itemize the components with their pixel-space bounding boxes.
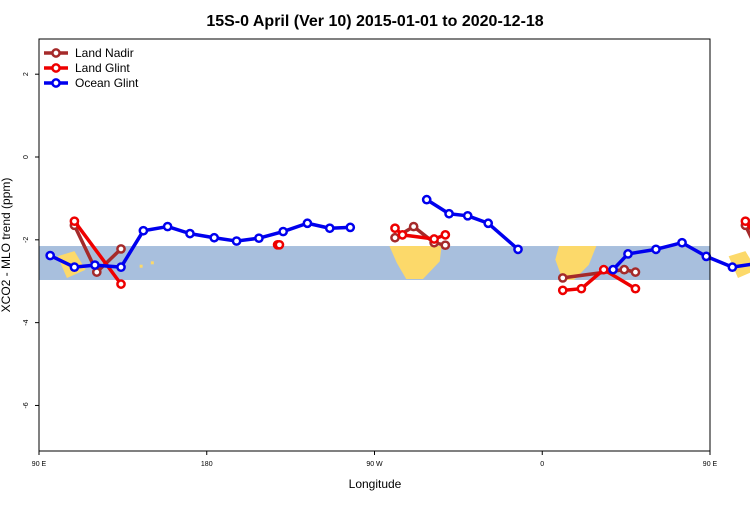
x-tick-label: 180	[201, 461, 213, 468]
data-point	[116, 244, 126, 254]
data-point	[209, 232, 220, 243]
data-point	[619, 264, 630, 275]
data-point	[69, 216, 80, 227]
land-mass	[555, 246, 597, 280]
legend-entry: Ocean Glint	[75, 76, 139, 90]
x-tick-label: 90 W	[366, 461, 383, 468]
series-layer	[45, 194, 750, 296]
data-point	[623, 249, 633, 259]
data-point	[254, 233, 264, 244]
data-point	[116, 262, 126, 273]
data-point	[116, 279, 126, 289]
data-point	[45, 250, 56, 261]
data-point	[421, 194, 432, 205]
data-point	[162, 221, 173, 232]
axis-ticks: 90 E 180 90 W 0 90 E 2 0 -2 -4 -6	[23, 72, 718, 468]
data-point	[69, 262, 80, 273]
data-point	[727, 262, 738, 273]
y-tick-label: 2	[23, 72, 30, 76]
data-point	[462, 210, 473, 221]
data-point	[90, 260, 100, 270]
series-line	[393, 226, 446, 241]
data-point	[138, 225, 149, 236]
data-point	[231, 236, 242, 246]
plot-area	[39, 39, 710, 451]
data-point	[651, 244, 661, 255]
data-point	[557, 273, 568, 283]
data-point	[444, 208, 454, 219]
data-point	[630, 283, 641, 294]
data-point	[390, 223, 400, 234]
island	[150, 261, 154, 265]
land-mass	[389, 246, 442, 279]
data-point	[390, 232, 400, 243]
legend-marker	[51, 63, 61, 73]
y-tick-label: -4	[23, 319, 30, 325]
x-axis-label: Longitude	[349, 477, 402, 491]
data-point	[701, 251, 712, 262]
legend-marker	[51, 78, 61, 88]
data-point	[397, 230, 408, 240]
data-point	[557, 285, 568, 296]
series-line	[73, 220, 123, 286]
data-point	[576, 283, 587, 294]
y-tick-label: 0	[23, 155, 30, 159]
y-tick-label: -6	[23, 402, 30, 408]
series-line	[611, 240, 750, 271]
data-point	[429, 234, 439, 244]
chart-title: 15S-0 April (Ver 10) 2015-01-01 to 2020-…	[206, 13, 543, 30]
data-point	[324, 223, 335, 234]
series-line	[562, 267, 637, 293]
data-point	[440, 240, 451, 251]
data-point	[185, 228, 195, 239]
x-tick-label: 90 E	[703, 461, 718, 468]
legend-entry: Land Glint	[75, 61, 130, 75]
data-point	[483, 218, 494, 229]
x-tick-label: 0	[540, 461, 544, 468]
data-point	[274, 239, 285, 250]
map-band	[39, 246, 750, 280]
legend-entry: Land Nadir	[75, 46, 134, 60]
y-axis-label: XCO2 - MLO trend (ppm)	[0, 178, 13, 313]
series-ocean-glint	[45, 194, 750, 275]
data-point	[598, 264, 609, 275]
y-tick-label: -2	[23, 237, 30, 243]
data-point	[345, 222, 356, 233]
data-point	[608, 264, 618, 275]
data-point	[740, 216, 750, 227]
data-point	[677, 237, 687, 248]
x-tick-label: 90 E	[32, 461, 47, 468]
series-land-glint	[69, 216, 750, 296]
plot-frame	[38, 38, 711, 452]
data-point	[513, 244, 523, 255]
data-point	[440, 230, 451, 240]
data-point	[630, 267, 641, 277]
data-point	[408, 221, 419, 232]
data-point	[302, 218, 313, 229]
legend-marker	[51, 48, 61, 58]
island	[139, 264, 143, 268]
data-point	[278, 226, 289, 237]
